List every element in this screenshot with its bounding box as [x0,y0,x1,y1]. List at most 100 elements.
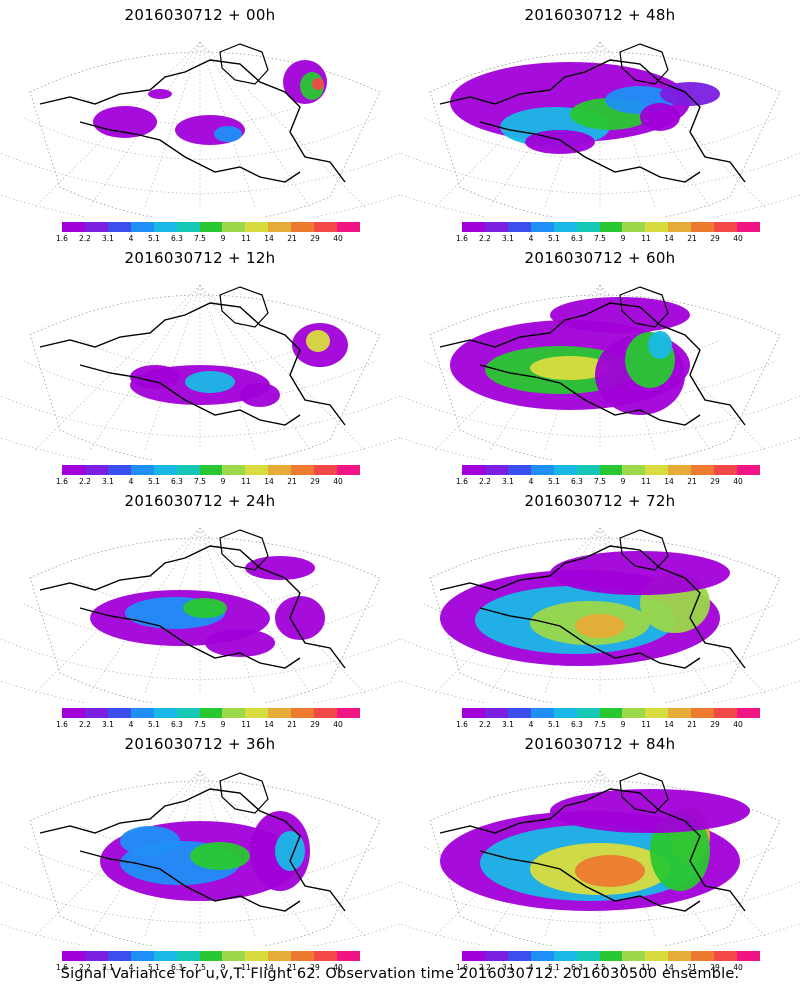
colorbar-tick-label: 6.3 [171,720,183,729]
polar-map [0,41,400,217]
colorbar-tick-label: 40 [733,234,743,243]
greenland-outline [219,43,269,85]
variance-region [185,371,235,393]
forecast-panel: 2016030712 + 00h 1.6 2.2 3.1 4 5.1 6.3 7.5 9 11 14… [0,0,400,243]
variance-region [205,629,275,657]
colorbar-tick-label: 4 [128,234,134,243]
colorbar-segment [691,708,715,718]
latitude-line [0,881,400,923]
colorbar-segment [268,708,292,718]
colorbar-tick-label: 3.1 [102,477,114,486]
latitude-line [400,395,800,437]
variance-region [275,596,325,640]
colorbar-tick-label: 40 [333,234,343,243]
colorbar-tick-label: 21 [687,720,697,729]
colorbar-tick-label: 3.1 [102,720,114,729]
colorbar-tick-label: 6.3 [171,234,183,243]
colorbar-segment [130,465,154,475]
coastline [479,121,701,183]
colorbar [62,465,360,475]
colorbar-tick-label: 4 [128,477,134,486]
latitude-line [0,437,400,460]
variance-region [306,330,330,352]
panel-title: 2016030712 + 48h [524,6,676,24]
greenland-outline [619,772,669,814]
colorbar-segment [576,222,600,232]
variance-region [550,297,690,333]
colorbar-segment [107,465,131,475]
figure-caption: Signal Variance for u,v,T. Flight 62. Ob… [60,966,740,982]
coastline [79,607,301,669]
colorbar-segment [462,708,485,718]
colorbar-segment [576,708,600,718]
colorbar-tick-label: 9 [620,720,626,729]
colorbar-segment [199,951,223,961]
colorbar-segment [553,951,577,961]
colorbar-tick-label: 4 [528,720,534,729]
variance-region [190,842,250,870]
colorbar-tick-label: 5.1 [148,477,160,486]
variance-region [640,103,680,131]
colorbar-segment [222,708,246,718]
colorbar-segment [84,708,108,718]
latitude-line [0,395,400,437]
colorbar-tick-label: 2.2 [79,720,91,729]
coastline [439,302,746,426]
colorbar-segment [714,951,738,961]
colorbar-labels: 1.6 2.2 3.1 4 5.1 6.3 7.5 9 11 14 21 29 40 [448,477,774,487]
colorbar-tick-label: 6.3 [571,720,583,729]
latitude-line [400,638,800,680]
colorbar-segment [462,465,485,475]
colorbar-tick-label: 11 [241,720,251,729]
colorbar-segment [337,708,360,718]
colorbar-tick-label: 21 [287,963,297,972]
forecast-panel: 2016030712 + 84h 1.6 2.2 3.1 4 5.1 6.3 7.5 9 11 14… [400,729,800,972]
colorbar-tick-label: 5.1 [148,234,160,243]
longitude-line [34,284,201,451]
colorbar-tick-label: 9 [220,963,226,972]
colorbar-tick-label: 1.6 [56,963,68,972]
colorbar-segment [62,708,85,718]
longitude-line [199,284,311,451]
colorbar-tick-label: 40 [733,963,743,972]
colorbar-segment [107,222,131,232]
colorbar-tick-label: 14 [664,720,674,729]
colorbar-segment [737,708,760,718]
colorbar-segment [291,465,315,475]
colorbar-tick-label: 9 [220,477,226,486]
variance-region [130,365,180,389]
colorbar-tick-label: 6.3 [571,477,583,486]
forecast-panel: 2016030712 + 36h 1.6 2.2 3.1 4 5.1 6.3 7.5 9 11 14… [0,729,400,972]
colorbar-tick-label: 29 [710,477,720,486]
latitude-line [400,881,800,923]
variance-region [648,331,672,359]
colorbar-tick-label: 11 [641,234,651,243]
colorbar-tick-label: 7.5 [194,720,206,729]
colorbar-tick-label: 3.1 [102,234,114,243]
colorbar-tick-label: 4 [128,963,134,972]
colorbar-tick-label: 29 [710,720,720,729]
colorbar-segment [530,708,554,718]
colorbar-labels: 1.6 2.2 3.1 4 5.1 6.3 7.5 9 11 14 21 29 40 [448,720,774,730]
panel-title: 2016030712 + 00h [124,6,276,24]
colorbar-tick-label: 6.3 [171,477,183,486]
colorbar-segment [245,708,269,718]
colorbar-segment [176,951,200,961]
colorbar-tick-label: 7.5 [194,477,206,486]
colorbar-segment [84,951,108,961]
colorbar-segment [645,708,669,718]
colorbar-segment [484,465,508,475]
colorbar [62,951,360,961]
colorbar-tick-label: 29 [310,963,320,972]
colorbar-tick-label: 2.2 [79,477,91,486]
colorbar-segment [645,465,669,475]
colorbar-tick-label: 21 [287,477,297,486]
colorbar-tick-label: 2.2 [79,963,91,972]
colorbar-segment [645,951,669,961]
colorbar-segment [576,951,600,961]
colorbar-segment [337,465,360,475]
coastline [479,850,701,912]
longitude-line [199,41,311,208]
variance-region [575,614,625,638]
colorbar-tick-label: 11 [641,477,651,486]
